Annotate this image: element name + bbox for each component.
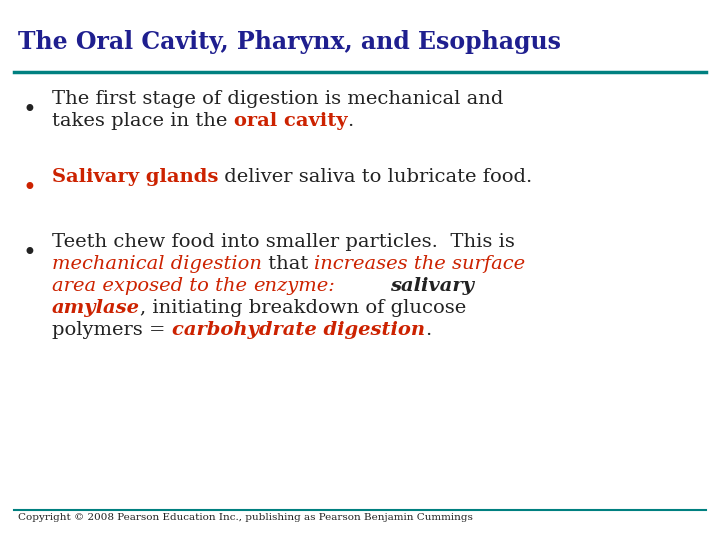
Text: oral cavity: oral cavity	[233, 112, 347, 130]
Text: .: .	[425, 321, 431, 339]
Text: •: •	[22, 98, 36, 122]
Text: salivary: salivary	[390, 277, 474, 295]
Text: that: that	[262, 255, 315, 273]
Text: carbohydrate digestion: carbohydrate digestion	[172, 321, 425, 339]
Text: .: .	[347, 112, 354, 130]
Text: Teeth chew food into smaller particles.  This is: Teeth chew food into smaller particles. …	[52, 233, 515, 251]
Text: The first stage of digestion is mechanical and: The first stage of digestion is mechanic…	[52, 90, 503, 108]
Text: to the: to the	[183, 277, 253, 295]
Text: deliver saliva to lubricate food.: deliver saliva to lubricate food.	[218, 168, 533, 186]
Text: mechanical digestion: mechanical digestion	[52, 255, 262, 273]
Text: , initiating breakdown of glucose: , initiating breakdown of glucose	[140, 299, 467, 317]
Text: increases the surface: increases the surface	[315, 255, 526, 273]
Text: takes place in the: takes place in the	[52, 112, 233, 130]
Text: polymers =: polymers =	[52, 321, 172, 339]
Text: Salivary glands: Salivary glands	[52, 168, 218, 186]
Text: •: •	[22, 176, 36, 200]
Text: amylase: amylase	[52, 299, 140, 317]
Text: Copyright © 2008 Pearson Education Inc., publishing as Pearson Benjamin Cummings: Copyright © 2008 Pearson Education Inc.,…	[18, 513, 473, 522]
Text: •: •	[22, 241, 36, 265]
Text: The Oral Cavity, Pharynx, and Esophagus: The Oral Cavity, Pharynx, and Esophagus	[18, 30, 561, 54]
Text: enzyme:: enzyme:	[253, 277, 336, 295]
Text: area exposed: area exposed	[52, 277, 183, 295]
